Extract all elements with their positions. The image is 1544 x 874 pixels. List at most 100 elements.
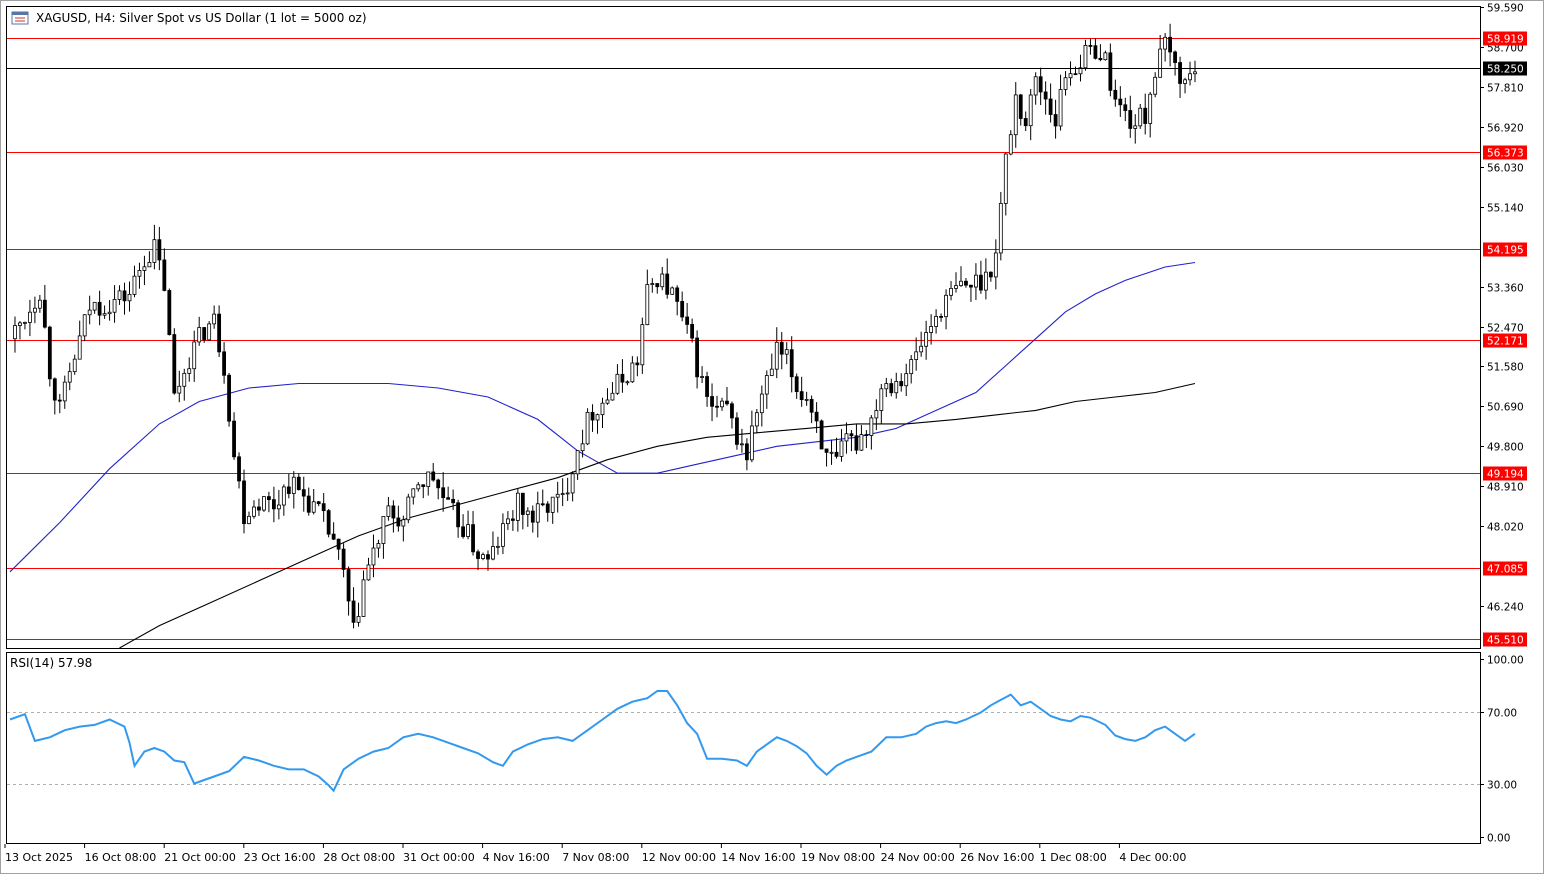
level-label: 45.510 <box>1487 635 1524 647</box>
candle-body <box>1043 91 1048 100</box>
candle-body <box>665 273 670 295</box>
candle-body <box>137 270 142 277</box>
candle-body <box>535 503 540 523</box>
candle-body <box>874 410 879 419</box>
price-tick-label: 56.920 <box>1487 123 1524 135</box>
candle-body <box>286 486 291 494</box>
candle-body <box>351 600 356 623</box>
candle-body <box>202 327 207 341</box>
candle-body <box>1113 89 1118 100</box>
candle-body <box>580 443 585 452</box>
candle-body <box>545 503 550 513</box>
candle-body <box>510 518 515 521</box>
candle-body <box>257 506 261 511</box>
candle-body <box>844 433 849 442</box>
candle-body <box>899 381 904 387</box>
candle-body <box>1133 125 1138 129</box>
time-tick-label: 12 Nov 00:00 <box>642 851 716 864</box>
candle-body <box>247 515 251 525</box>
candle-body <box>924 332 929 347</box>
candle-body <box>819 420 824 450</box>
candle-body <box>192 341 197 370</box>
candle-body <box>914 351 919 360</box>
price-tick-label: 50.690 <box>1487 402 1524 414</box>
candle-body <box>610 392 615 401</box>
candle-body <box>486 554 490 560</box>
candle-body <box>271 499 276 510</box>
candle-body <box>605 399 610 404</box>
candle-body <box>944 294 948 318</box>
candle-body <box>341 548 346 570</box>
candle-body <box>969 284 973 288</box>
candle-body <box>23 321 27 324</box>
candle-body <box>356 616 361 623</box>
candle-body <box>710 396 714 407</box>
candle-body <box>525 510 530 515</box>
candle-body <box>749 425 754 461</box>
price-tick-label: 46.240 <box>1487 602 1524 614</box>
candle-body <box>625 381 630 384</box>
candle-body <box>789 349 794 378</box>
candle-body <box>983 271 988 291</box>
candle-body <box>187 368 192 374</box>
candle-body <box>476 551 480 559</box>
time-tick-label: 24 Nov 00:00 <box>881 851 955 864</box>
candle-body <box>326 510 331 535</box>
candle-body <box>501 523 505 547</box>
candle-body <box>1008 134 1013 155</box>
candle-body <box>67 371 72 383</box>
candle-body <box>237 456 241 482</box>
candle-body <box>814 411 819 422</box>
candle-body <box>102 313 107 316</box>
candle-body <box>82 314 87 337</box>
candle-body <box>296 476 301 491</box>
candle-body <box>1088 45 1093 47</box>
price-tick-label: 52.470 <box>1487 323 1524 335</box>
candle-body <box>839 440 844 457</box>
candle-body <box>998 203 1003 254</box>
candle-body <box>242 480 246 525</box>
candle-body <box>854 435 859 451</box>
level-label: 54.195 <box>1487 245 1524 257</box>
candle-body <box>904 373 909 387</box>
time-tick-label: 19 Nov 08:00 <box>801 851 875 864</box>
price-panel[interactable] <box>6 6 1481 649</box>
candle-body <box>177 385 182 394</box>
price-tick-label: 55.140 <box>1487 203 1524 215</box>
candle-body <box>72 358 77 373</box>
ma-fast-line <box>9 261 1196 573</box>
candle-body <box>406 496 411 521</box>
candle-body <box>720 400 724 408</box>
candle-body <box>207 323 212 341</box>
time-tick-label: 31 Oct 00:00 <box>403 851 475 864</box>
candle-body <box>660 273 665 288</box>
candle-body <box>1163 36 1168 50</box>
candle-body <box>690 324 695 339</box>
time-tick-label: 4 Nov 16:00 <box>483 851 550 864</box>
candle-body <box>13 325 17 340</box>
candle-body <box>217 313 222 353</box>
candle-body <box>630 362 635 383</box>
candle-body <box>87 309 92 316</box>
candle-body <box>212 313 217 325</box>
candle-body <box>1053 114 1058 127</box>
candle-body <box>381 516 386 544</box>
candle-body <box>1138 107 1143 127</box>
time-tick-label: 21 Oct 00:00 <box>164 851 236 864</box>
candle-body <box>595 414 600 421</box>
candles <box>13 23 1197 629</box>
candle-body <box>232 420 236 458</box>
candle-body <box>1068 73 1073 79</box>
candle-body <box>262 496 266 511</box>
candle-body <box>949 287 953 296</box>
current-price-line: 58.250 <box>7 61 1527 76</box>
moving-averages <box>9 261 1196 648</box>
candle-body <box>979 274 983 291</box>
candle-body <box>1018 94 1023 119</box>
price-tick-label: 56.030 <box>1487 163 1524 175</box>
candle-body <box>954 285 958 289</box>
candle-body <box>570 473 575 494</box>
candle-body <box>959 280 963 287</box>
rsi-panel[interactable] <box>6 652 1481 844</box>
